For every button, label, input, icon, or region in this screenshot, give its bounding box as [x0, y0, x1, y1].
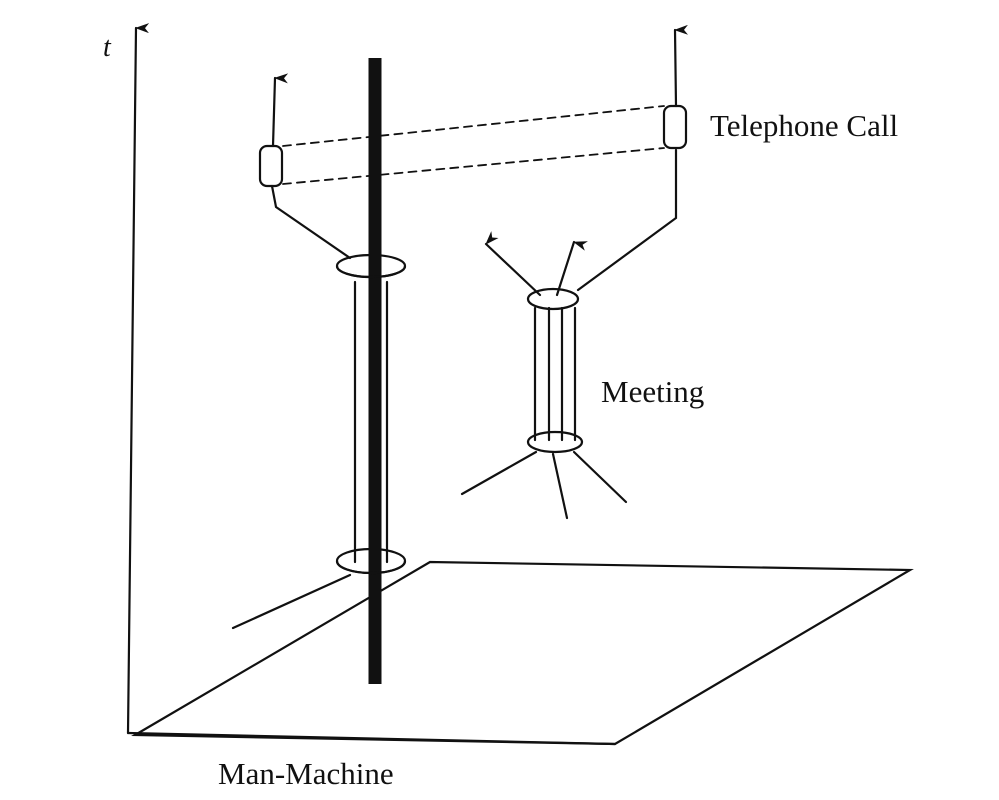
- meeting-bottom-ring: [526, 430, 584, 454]
- telephone-dashed-line-bottom: [282, 147, 665, 185]
- time-axis: [126, 23, 150, 735]
- left-bottom-ring-front-arc: [335, 560, 407, 575]
- left-handset-arrow: [271, 73, 289, 148]
- meeting-label: Meeting: [601, 374, 704, 409]
- right-handset-arrow: [673, 24, 689, 108]
- meeting-fan-line-left: [460, 450, 538, 496]
- telephone-dashed-line-top: [282, 105, 665, 147]
- right-branch-line: [576, 148, 678, 292]
- ground-plane: [131, 560, 914, 746]
- meeting-arrow-right: [555, 240, 588, 297]
- left-top-ring-front-arc: [335, 265, 407, 279]
- meeting-fan-line-right: [572, 450, 628, 504]
- right-handset: [662, 104, 688, 150]
- left-handset: [258, 144, 284, 188]
- meeting-top-ring: [526, 287, 580, 311]
- meeting-arrow-left: [484, 231, 542, 297]
- time-axis-label: t: [103, 32, 112, 63]
- man-machine-label: Man-Machine: [218, 756, 394, 791]
- left-branch-line: [270, 184, 352, 260]
- telephone-call-label: Telephone Call: [710, 108, 898, 143]
- meeting-fan-line-center: [551, 452, 569, 520]
- left-base-stub-line: [231, 573, 352, 630]
